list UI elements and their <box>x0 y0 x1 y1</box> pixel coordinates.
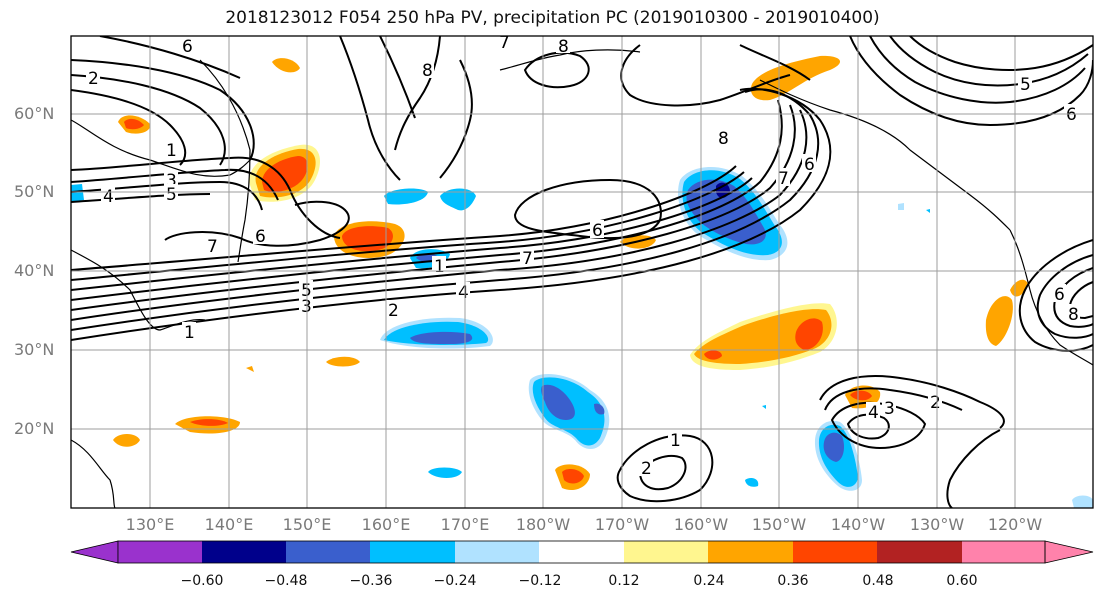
pv-label: 8 <box>718 129 729 149</box>
pv-label: 6 <box>804 155 815 175</box>
colorbar-swatch <box>624 541 709 563</box>
pv-label: 3 <box>884 399 895 419</box>
lon-label: 170°W <box>594 515 650 534</box>
pv-label: 2 <box>88 69 99 89</box>
lat-label: 40°N <box>14 261 55 280</box>
map-frame <box>70 35 1094 509</box>
colorbar-tick-label: −0.24 <box>433 573 477 589</box>
colorbar-tick-label: −0.48 <box>264 573 308 589</box>
pv-label: 3 <box>301 297 312 317</box>
colorbar-tick-label: −0.12 <box>518 573 562 589</box>
lat-label: 20°N <box>14 419 55 438</box>
pv-label: 4 <box>458 283 469 303</box>
pv-label: 4 <box>103 187 114 207</box>
lat-label: 30°N <box>14 340 55 359</box>
negative-anomalies <box>71 166 1093 508</box>
colorbar-tick-label: −0.60 <box>180 573 224 589</box>
pv-label: 6 <box>255 227 266 247</box>
pv-label: 6 <box>592 221 603 241</box>
colorbar-extend-high <box>1044 540 1094 564</box>
colorbar-swatch <box>202 541 287 563</box>
lon-label: 160°W <box>673 515 729 534</box>
pv-label: 2 <box>388 301 399 321</box>
pv-label: 2 <box>641 459 652 479</box>
lon-label: 170°E <box>440 515 490 534</box>
lon-label: 130°W <box>909 515 965 534</box>
pv-label: 2 <box>930 393 941 413</box>
lat-label: 60°N <box>14 104 55 123</box>
pv-label: 8 <box>558 37 569 57</box>
pv-label: 1 <box>166 141 177 161</box>
lon-label: 150°W <box>751 515 807 534</box>
lon-label: 140°E <box>204 515 254 534</box>
pv-label: 6 <box>182 37 193 57</box>
pv-label: 1 <box>670 431 681 451</box>
pv-label: 3 <box>166 171 177 191</box>
colorbar-swatch <box>370 541 456 563</box>
pv-label: 1 <box>184 323 195 343</box>
pv-contour-labels: 6 7 8 2 1 3 4 5 6 7 4 5 3 2 1 8 6 8 7 6 … <box>86 33 1080 479</box>
pv-label: 6 <box>1054 285 1065 305</box>
lon-label: 130°E <box>125 515 175 534</box>
colorbar-swatch <box>539 541 625 563</box>
colorbar-swatch <box>793 541 878 563</box>
pv-label: 7 <box>778 169 789 189</box>
colorbar-swatch <box>455 541 540 563</box>
precipitation-anomaly-shading <box>71 55 1093 508</box>
lon-label: 140°W <box>830 515 886 534</box>
pv-label: 8 <box>422 61 433 81</box>
pv-label: 7 <box>499 33 510 53</box>
lon-label: 120°W <box>987 515 1043 534</box>
colorbar-tick-label: 0.48 <box>862 573 894 589</box>
colorbar-swatch <box>118 541 203 563</box>
pv-label: 6 <box>1066 105 1077 125</box>
colorbar <box>70 540 1094 564</box>
colorbar-tick-label: 0.24 <box>693 573 725 589</box>
colorbar-tick-label: 0.12 <box>608 573 640 589</box>
colorbar-swatch <box>286 541 371 563</box>
map-title: 2018123012 F054 250 hPa PV, precipitatio… <box>225 8 880 28</box>
pv-label: 1 <box>434 257 445 277</box>
lon-label: 180°W <box>515 515 571 534</box>
colorbar-swatch <box>708 541 794 563</box>
pv-label: 5 <box>166 185 177 205</box>
colorbar-extend-low <box>70 540 119 564</box>
colorbar-tick-label: −0.36 <box>349 573 393 589</box>
colorbar-swatch <box>877 541 963 563</box>
pv-label: 8 <box>1068 305 1079 325</box>
colorbar-tick-label: 0.60 <box>946 573 978 589</box>
lon-label: 160°E <box>361 515 411 534</box>
pv-label: 4 <box>868 403 879 423</box>
colorbar-swatch <box>962 541 1045 563</box>
colorbar-tick-label: 0.36 <box>777 573 809 589</box>
lon-label: 150°E <box>282 515 332 534</box>
gridlines <box>71 36 1093 508</box>
pv-label: 7 <box>207 237 218 257</box>
lat-label: 50°N <box>14 182 55 201</box>
pv-label: 5 <box>1020 75 1031 95</box>
pv-label: 7 <box>522 249 533 269</box>
pv-label: 5 <box>301 281 312 301</box>
colorbar-outline <box>117 540 1046 564</box>
